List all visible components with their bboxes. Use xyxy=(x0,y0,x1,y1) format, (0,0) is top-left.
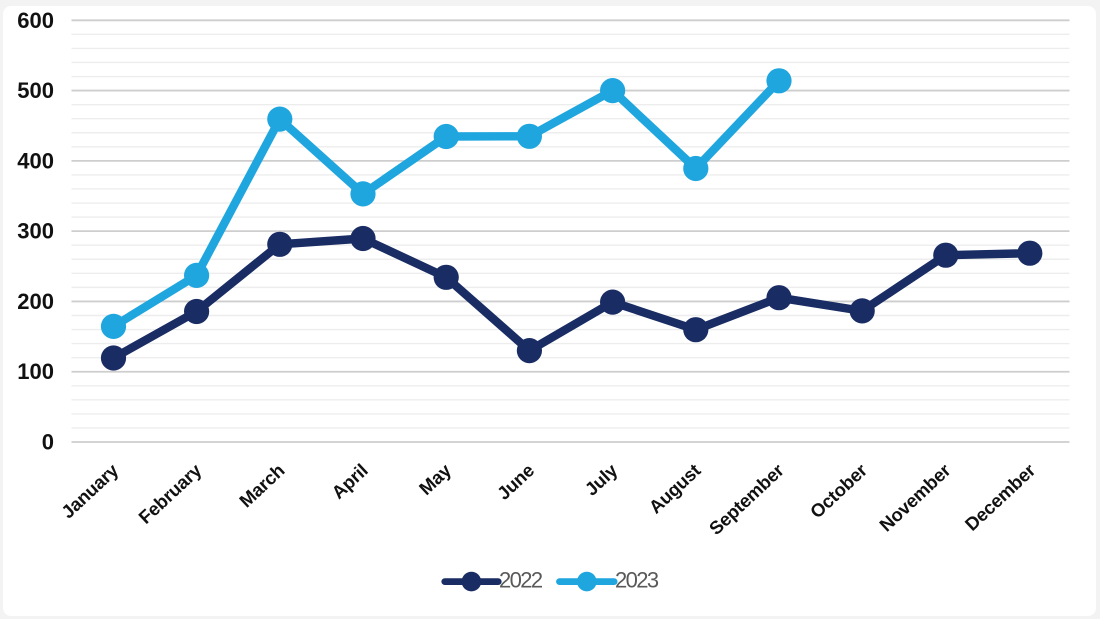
svg-text:September: September xyxy=(705,460,788,539)
svg-text:January: January xyxy=(57,459,123,522)
svg-text:June: June xyxy=(493,460,538,504)
svg-text:March: March xyxy=(235,460,288,512)
svg-text:November: November xyxy=(875,460,954,536)
svg-text:100: 100 xyxy=(17,359,54,384)
svg-text:2023: 2023 xyxy=(615,568,659,593)
svg-text:200: 200 xyxy=(17,289,54,314)
svg-text:500: 500 xyxy=(17,78,54,103)
svg-text:December: December xyxy=(961,460,1040,535)
svg-text:0: 0 xyxy=(42,430,54,455)
svg-text:2022: 2022 xyxy=(499,568,543,593)
svg-text:February: February xyxy=(134,459,206,528)
svg-text:August: August xyxy=(644,460,704,518)
svg-text:600: 600 xyxy=(17,8,54,33)
svg-text:400: 400 xyxy=(17,148,54,173)
svg-text:April: April xyxy=(327,460,371,503)
svg-text:300: 300 xyxy=(17,219,54,244)
svg-text:October: October xyxy=(806,460,871,523)
svg-text:May: May xyxy=(415,459,456,499)
svg-text:July: July xyxy=(581,459,622,500)
